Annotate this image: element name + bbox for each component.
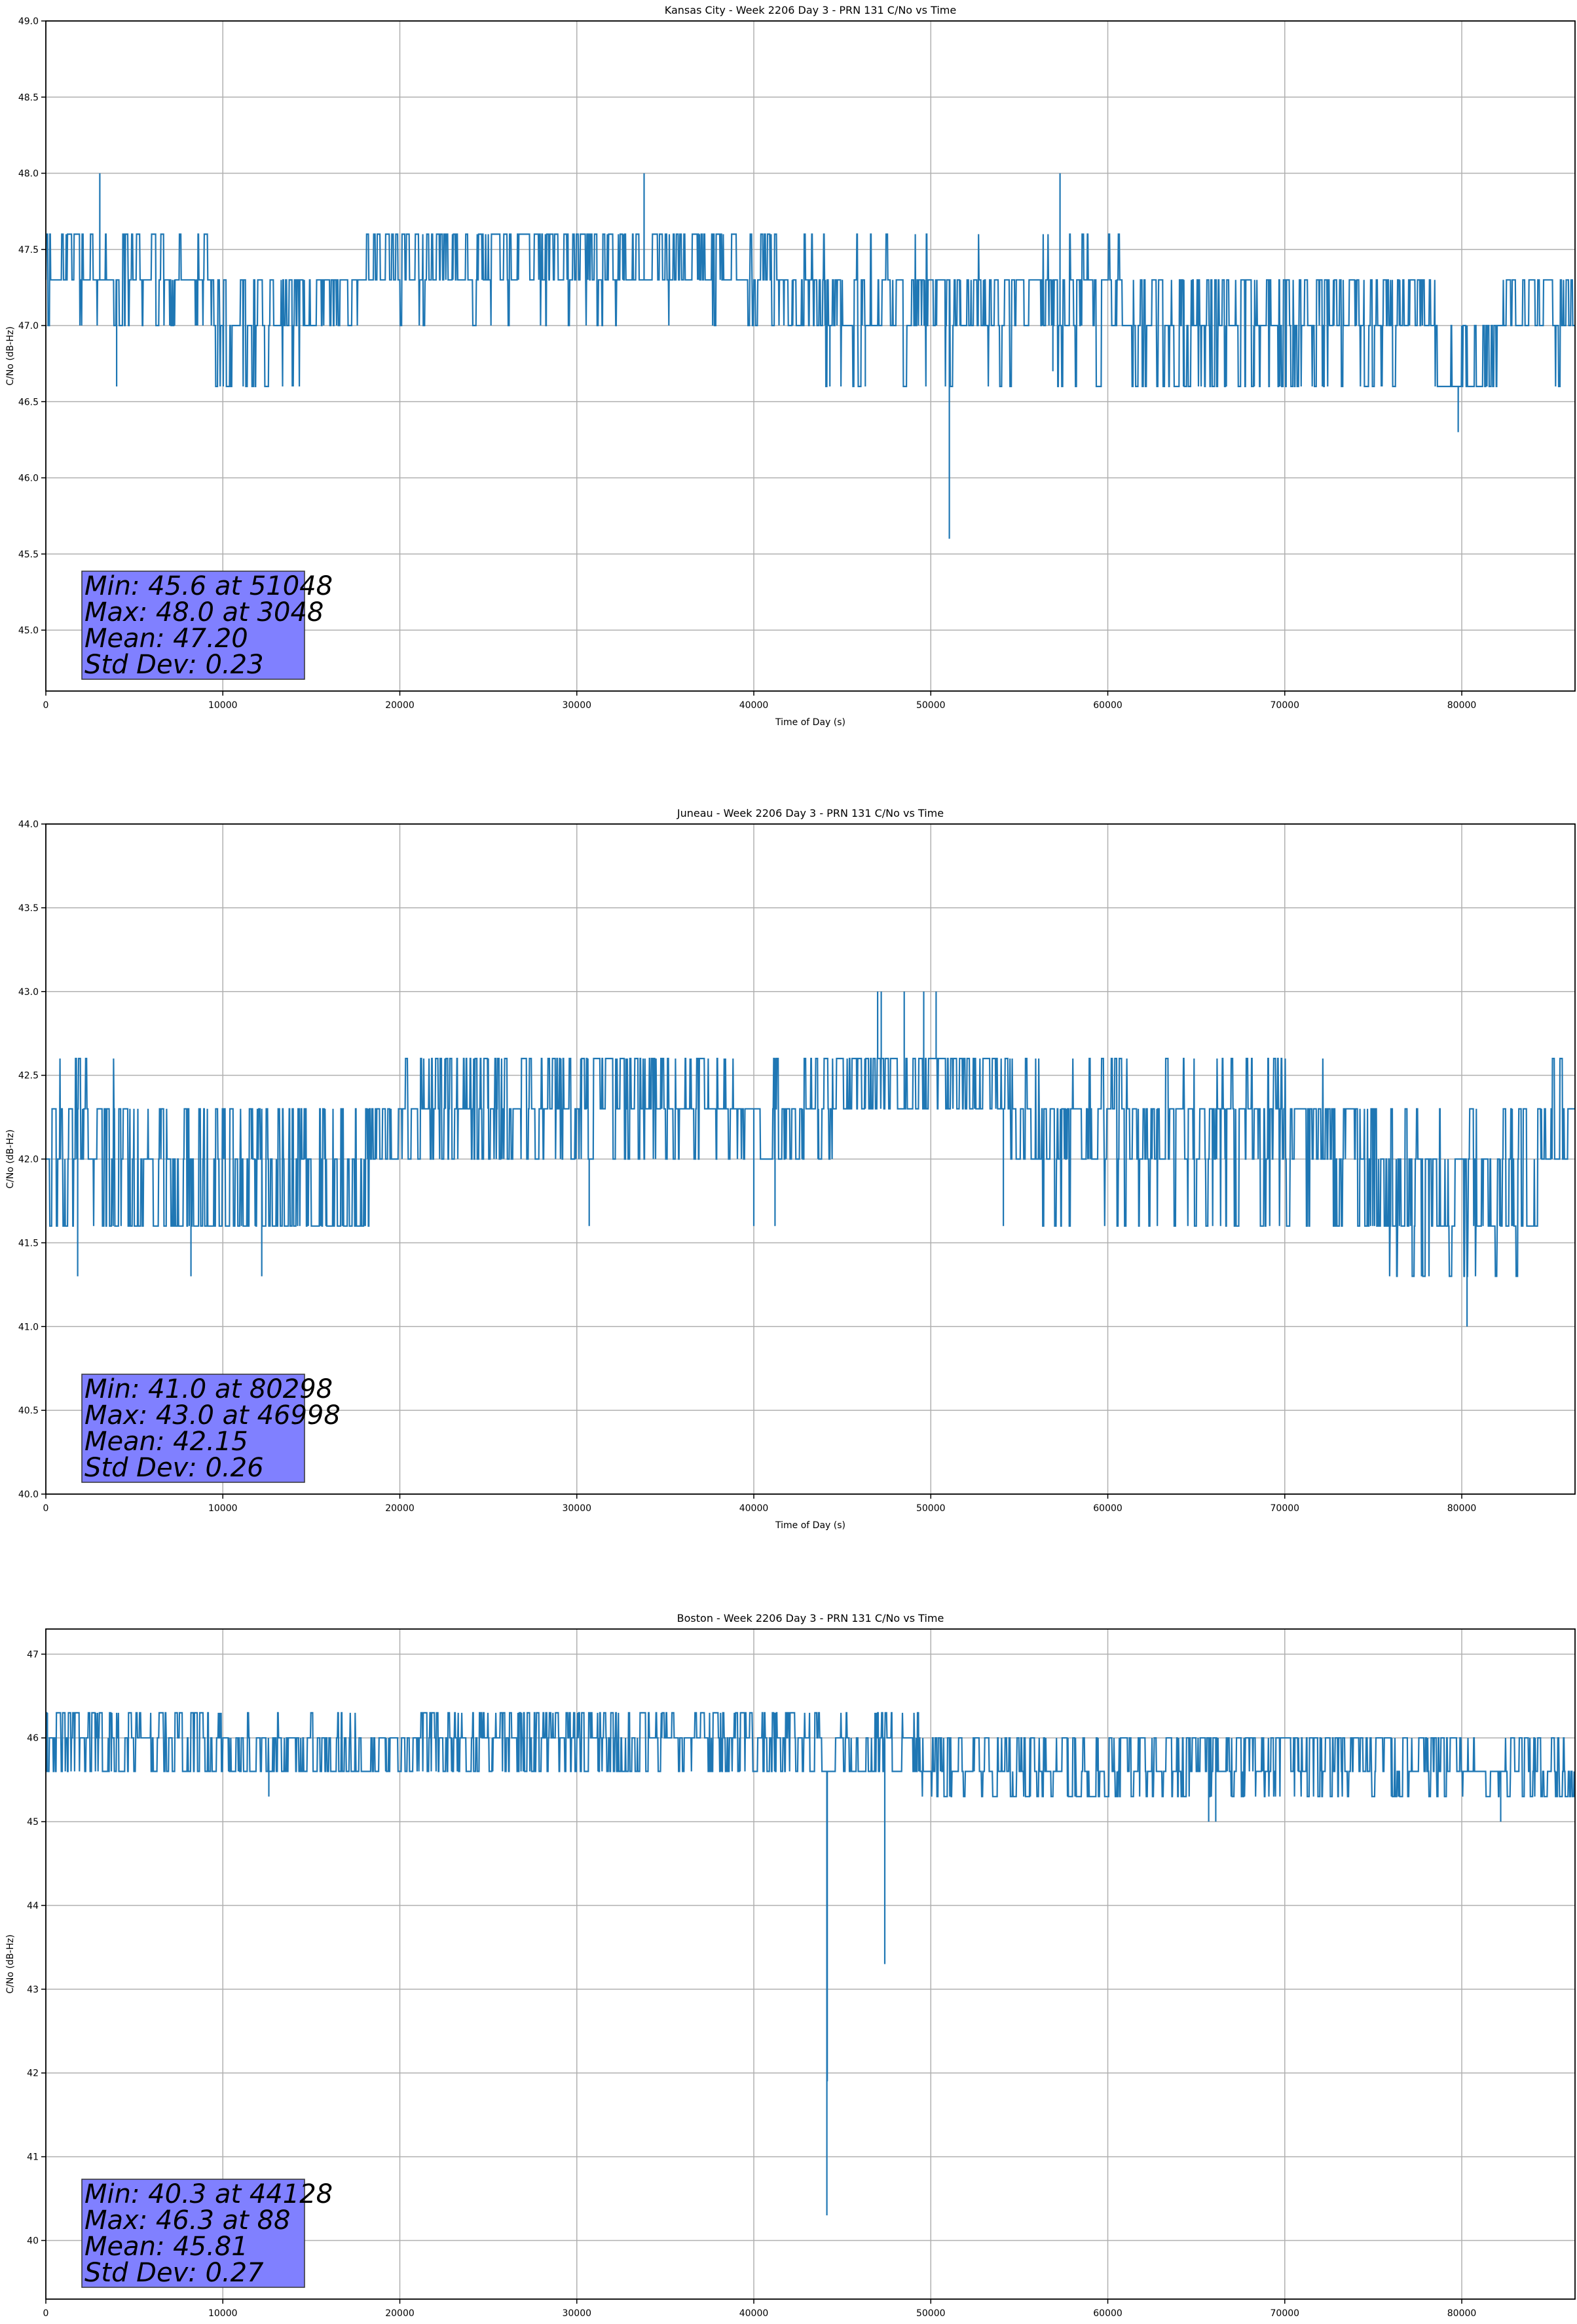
stats-background [81,571,305,680]
stats-line: Mean: 42.15 [84,1427,248,1457]
x-tick-label: 40000 [739,1503,769,1514]
y-tick-label: 43.5 [18,903,39,914]
stats-background [81,1374,305,1483]
x-tick-label: 30000 [562,1503,591,1514]
x-tick-label: 10000 [208,700,238,711]
y-tick-label: 41.5 [18,1238,39,1248]
chart-1: 0 10000 20000 30000 40000 50000 60000 70000 8000… [5,4,1576,728]
y-tick-label: 42.0 [18,1155,39,1165]
x-axis-label: Time of Day (s) [775,1520,845,1531]
stats-line: Min: 45.6 at 51048 [84,571,333,601]
x-tick-label: 10000 [208,2308,238,2319]
y-tick-label: 45 [27,1817,39,1827]
stats-line: Max: 43.0 at 46998 [84,1400,341,1431]
x-axis-label: Time of Day (s) [775,717,845,728]
y-tick-label: 47 [27,1649,39,1660]
stats-line: Std Dev: 0.27 [84,2258,264,2288]
x-tick-label: 0 [43,2308,49,2319]
x-tick-label: 50000 [916,700,946,711]
stats-line: Max: 46.3 at 88 [84,2205,290,2236]
chart-title: Kansas City - Week 2206 Day 3 - PRN 131 … [665,4,956,16]
y-tick-label: 40.5 [18,1406,39,1416]
y-tick-label: 43 [27,1985,39,1995]
y-tick-label: 46.5 [18,397,39,407]
data-line [45,173,1575,539]
x-tick-label: 80000 [1447,2308,1477,2319]
x-tick-label: 50000 [916,1503,946,1514]
y-tick-label: 42 [27,2069,39,2079]
x-tick-label: 40000 [739,700,769,711]
x-tick-label: 80000 [1447,1503,1477,1514]
x-tick-label: 0 [43,1503,49,1514]
chart-2: 0 10000 20000 30000 40000 50000 60000 70000 8000… [5,807,1576,1531]
chart-title: Juneau - Week 2206 Day 3 - PRN 131 C/No … [677,807,944,819]
chart-3: 0 10000 20000 30000 40000 50000 60000 70000 8000… [5,1612,1576,2319]
y-tick-label: 40 [27,2236,39,2246]
axes-frame [45,20,1576,692]
x-tick-label: 70000 [1271,1503,1300,1514]
stats-line: Std Dev: 0.23 [84,650,264,680]
x-tick-label: 40000 [739,2308,769,2319]
y-tick-label: 41.0 [18,1322,39,1332]
y-tick-label: 42.5 [18,1071,39,1081]
x-tick-label: 20000 [385,700,415,711]
data-line [45,1712,1576,2216]
y-tick-label: 47.5 [18,245,39,255]
y-tick-label: 48.5 [18,92,39,103]
data-line [46,991,1575,1327]
x-tick-label: 30000 [562,700,591,711]
x-tick-label: 70000 [1271,700,1300,711]
x-tick-label: 70000 [1271,2308,1300,2319]
stats-background [81,2179,305,2288]
x-tick-label: 0 [43,700,49,711]
stats-line: Min: 41.0 at 80298 [84,1374,333,1404]
y-tick-label: 47.0 [18,321,39,331]
y-tick-label: 43.0 [18,987,39,998]
chart-title: Boston - Week 2206 Day 3 - PRN 131 C/No … [677,1612,944,1624]
x-tick-label: 30000 [562,2308,591,2319]
y-tick-label: 41 [27,2152,39,2163]
y-tick-label: 46 [27,1733,39,1744]
y-tick-label: 45.0 [18,626,39,636]
y-axis-label: C/No (dB-Hz) [5,1129,16,1188]
y-axis-label: C/No (dB-Hz) [5,326,16,385]
stats-line: Std Dev: 0.26 [84,1453,264,1483]
y-tick-label: 44 [27,1901,39,1911]
y-tick-label: 48.0 [18,169,39,179]
y-tick-label: 40.0 [18,1490,39,1500]
x-tick-label: 20000 [385,1503,415,1514]
x-tick-label: 10000 [208,1503,238,1514]
stats-line: Mean: 47.20 [84,624,248,654]
x-tick-label: 80000 [1447,700,1477,711]
y-axis-label: C/No (dB-Hz) [5,1934,16,1993]
stats-line: Max: 48.0 at 3048 [84,597,324,628]
stats-line: Min: 40.3 at 44128 [84,2179,333,2209]
x-tick-label: 60000 [1093,2308,1122,2319]
stats-line: Mean: 45.81 [84,2232,248,2262]
axes-frame [45,1628,1576,2300]
y-tick-label: 45.5 [18,550,39,560]
y-tick-label: 46.0 [18,474,39,484]
y-tick-label: 44.0 [18,819,39,830]
x-tick-label: 20000 [385,2308,415,2319]
x-tick-label: 60000 [1093,700,1122,711]
x-tick-label: 60000 [1093,1503,1122,1514]
y-tick-label: 49.0 [18,16,39,27]
x-tick-label: 50000 [916,2308,946,2319]
